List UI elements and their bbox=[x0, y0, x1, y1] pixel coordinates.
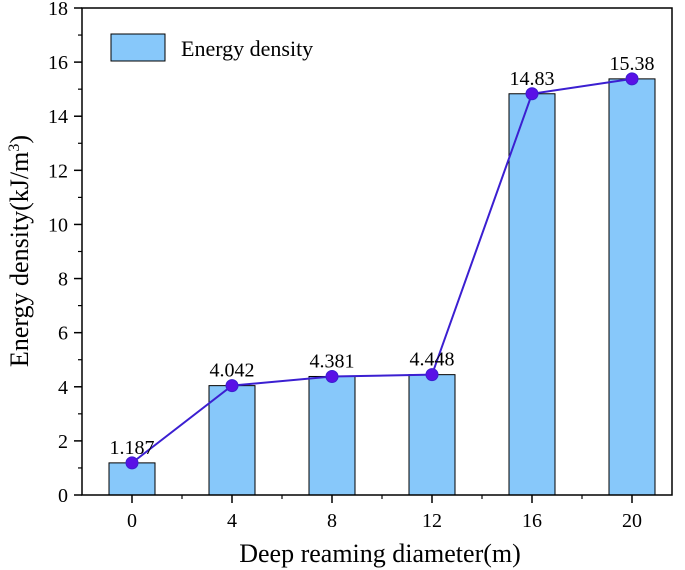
bar bbox=[208, 385, 256, 496]
plot-frame bbox=[81, 7, 673, 496]
x-axis-title: Deep reaming diameter(m) bbox=[239, 539, 521, 568]
x-tick-label: 12 bbox=[422, 510, 442, 532]
y-tick-label: 6 bbox=[58, 323, 68, 345]
x-tick-label: 0 bbox=[127, 510, 137, 532]
y-tick-label: 10 bbox=[48, 214, 68, 236]
bar bbox=[508, 93, 556, 496]
legend-swatch bbox=[110, 33, 166, 62]
y-axis-ticks: 0 2 4 6 8 10 12 14 16 18 bbox=[48, 0, 82, 507]
y-axis-title-main: Energy density(kJ/m bbox=[5, 152, 34, 367]
data-point bbox=[625, 72, 639, 86]
y-axis-title-close: ) bbox=[5, 135, 34, 144]
data-point bbox=[425, 368, 439, 382]
x-axis-ticks: 0 4 8 12 16 20 bbox=[127, 495, 642, 532]
legend: Energy density bbox=[110, 33, 313, 62]
data-label: 14.83 bbox=[510, 68, 555, 90]
bar bbox=[608, 78, 656, 496]
y-tick-label: 12 bbox=[48, 160, 68, 182]
series-polyline bbox=[131, 77, 633, 464]
data-label: 1.187 bbox=[110, 437, 155, 459]
y-axis-title: Energy density(kJ/m3) bbox=[5, 135, 34, 367]
y-tick-label: 14 bbox=[48, 106, 68, 128]
bar bbox=[408, 374, 456, 496]
data-point bbox=[125, 456, 139, 470]
x-tick-label: 16 bbox=[522, 510, 542, 532]
x-tick-label: 8 bbox=[327, 510, 337, 532]
bars bbox=[108, 78, 656, 496]
legend-label: Energy density bbox=[181, 36, 313, 61]
y-tick-label: 16 bbox=[48, 52, 68, 74]
data-label: 4.448 bbox=[410, 349, 455, 371]
series-line bbox=[125, 72, 639, 470]
data-label: 15.38 bbox=[610, 53, 655, 75]
x-tick-label: 20 bbox=[622, 510, 642, 532]
data-label: 4.381 bbox=[310, 350, 355, 372]
data-labels: 1.187 4.042 4.381 4.448 14.83 15.38 bbox=[110, 53, 655, 459]
y-tick-label: 0 bbox=[58, 485, 68, 507]
x-tick-label: 4 bbox=[227, 510, 237, 532]
y-axis-title-superscript: 3 bbox=[6, 144, 23, 152]
data-label: 4.042 bbox=[210, 360, 255, 382]
data-point bbox=[525, 87, 539, 101]
y-tick-label: 8 bbox=[58, 269, 68, 291]
y-tick-label: 18 bbox=[48, 0, 68, 20]
y-tick-label: 2 bbox=[58, 431, 68, 453]
data-point bbox=[325, 369, 339, 383]
bar bbox=[308, 375, 356, 496]
y-tick-label: 4 bbox=[58, 377, 68, 399]
data-point bbox=[225, 379, 239, 393]
